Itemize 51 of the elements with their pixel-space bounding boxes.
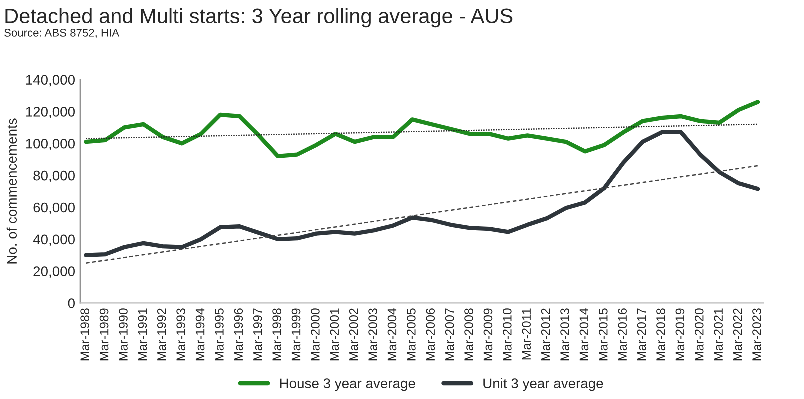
x-tick-label: Mar-1997 xyxy=(253,308,262,361)
y-tick-label: 120,000 xyxy=(26,107,75,119)
x-tick-label: Mar-2013 xyxy=(560,308,570,361)
y-tick-label: 80,000 xyxy=(34,170,75,182)
legend-label: Unit 3 year average xyxy=(484,378,604,392)
source-note: Source: ABS 8752, HIA xyxy=(4,29,120,38)
y-tick-label: 0 xyxy=(68,298,75,308)
y-axis-title: No. of commencements xyxy=(6,118,18,264)
x-tick-label: Mar-2016 xyxy=(618,308,628,361)
x-tick-label: Mar-1990 xyxy=(119,308,128,361)
x-tick-label: Mar-2012 xyxy=(541,308,550,361)
x-tick-label: Mar-2000 xyxy=(311,308,320,361)
x-tick-label: Mar-2018 xyxy=(656,308,666,361)
x-tick-label: Mar-1992 xyxy=(157,308,166,361)
x-tick-label: Mar-2017 xyxy=(637,308,646,361)
line-series xyxy=(84,130,760,258)
x-tick-label: Mar-2001 xyxy=(330,308,340,361)
x-tick-label: Mar-2004 xyxy=(388,308,397,361)
x-tick-label: Mar-1988 xyxy=(80,308,90,361)
x-tick-label: Mar-2011 xyxy=(522,308,532,360)
x-tick-label: Mar-2014 xyxy=(580,308,589,361)
y-tick-label: 40,000 xyxy=(33,234,75,246)
y-tick-label: 140,000 xyxy=(26,75,75,87)
x-tick-label: Mar-2015 xyxy=(598,308,608,361)
chart-title: Detached and Multi starts: 3 Year rolling average - AUS xyxy=(6,8,513,28)
x-tick-label: Mar-2003 xyxy=(368,308,378,361)
x-tick-label: Mar-2002 xyxy=(349,308,358,361)
x-tick-label: Mar-2023 xyxy=(752,308,762,361)
x-tick-label: Mar-2008 xyxy=(464,308,474,361)
x-tick-label: Mar-1991 xyxy=(138,308,148,361)
x-tick-label: Mar-2006 xyxy=(426,308,436,361)
x-tick-label: Mar-2007 xyxy=(445,308,454,361)
x-tick-label: Mar-1999 xyxy=(292,308,301,361)
x-tick-label: Mar-2010 xyxy=(502,308,512,361)
y-tick-label: 100,000 xyxy=(26,138,75,150)
x-tick-label: Mar-2009 xyxy=(484,308,493,361)
x-tick-label: Mar-2019 xyxy=(676,308,685,361)
x-tick-label: Mar-2021 xyxy=(714,308,724,361)
y-tick-label: 20,000 xyxy=(34,266,75,278)
x-tick-label: Mar-1989 xyxy=(100,308,109,361)
x-tick-label: Mar-2020 xyxy=(694,308,704,361)
x-tick-label: Mar-1998 xyxy=(272,308,282,361)
x-tick-label: Mar-1996 xyxy=(234,308,244,361)
legend-label: House 3 year average xyxy=(280,378,416,392)
y-tick-label: 60,000 xyxy=(34,202,75,214)
x-tick-label: Mar-2022 xyxy=(733,308,742,361)
x-tick-label: Mar-2005 xyxy=(407,308,416,361)
line-series xyxy=(84,100,760,158)
x-tick-label: Mar-1995 xyxy=(215,308,224,361)
x-tick-label: Mar-1993 xyxy=(176,308,186,361)
x-tick-label: Mar-1994 xyxy=(196,308,205,361)
